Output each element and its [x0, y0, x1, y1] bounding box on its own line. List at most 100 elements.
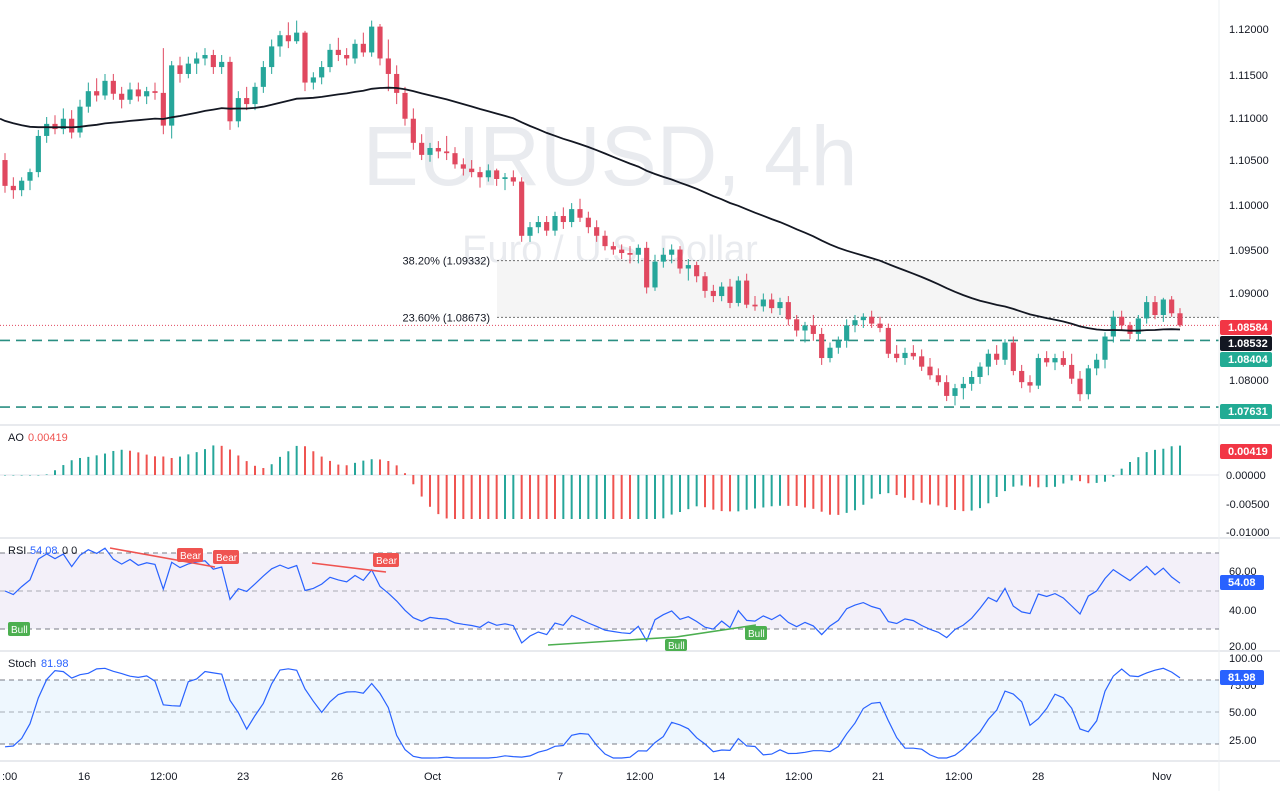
- candle-body: [1119, 316, 1125, 326]
- ao-bar: [620, 475, 623, 519]
- ao-bar: [895, 475, 898, 496]
- ao-bar: [462, 475, 465, 519]
- candle-body: [260, 67, 266, 87]
- candle-body: [835, 340, 841, 348]
- candle-body: [1027, 382, 1033, 386]
- time-tick: 21: [872, 771, 884, 783]
- ao-bar: [212, 445, 215, 475]
- candle-body: [244, 98, 250, 105]
- candle-body: [460, 164, 466, 169]
- candle-body: [519, 181, 525, 236]
- stoch-tick: 100.00: [1229, 653, 1263, 665]
- ao-bar: [912, 475, 915, 501]
- candle-body: [1052, 358, 1058, 363]
- candle-body: [677, 249, 683, 269]
- rsi-title: RSI: [8, 545, 26, 557]
- ao-bar: [254, 465, 256, 475]
- candle-body: [702, 276, 708, 291]
- ao-bar: [45, 474, 48, 475]
- candle-body: [560, 216, 566, 223]
- time-tick: 12:00: [945, 771, 973, 783]
- time-tick: :00: [2, 771, 17, 783]
- candle-body: [377, 26, 383, 59]
- ao-bar: [854, 475, 856, 511]
- ao-value: 0.00419: [28, 432, 68, 444]
- ao-bar: [54, 470, 56, 475]
- price-tick: 1.11500: [1229, 70, 1268, 82]
- candle-body: [569, 209, 575, 223]
- candle-body: [860, 316, 866, 321]
- ao-bar: [1004, 475, 1006, 492]
- time-tick: Oct: [424, 771, 441, 783]
- ao-bar: [979, 475, 981, 509]
- candle-body: [1010, 342, 1016, 371]
- ao-bar: [362, 460, 365, 475]
- rsi-bull-label: Bull: [665, 639, 687, 652]
- candle-body: [85, 91, 91, 107]
- candle-body: [935, 375, 941, 383]
- candle-body: [127, 89, 133, 100]
- candle-body: [844, 325, 850, 341]
- candle-body: [77, 106, 83, 133]
- ao-tag: 0.00419: [1228, 446, 1268, 458]
- stoch-tag: 81.98: [1228, 672, 1256, 684]
- ao-bar: [712, 475, 715, 510]
- stoch-tick: 50.00: [1229, 707, 1257, 719]
- candle-body: [219, 61, 225, 68]
- ao-bar: [1020, 475, 1023, 486]
- rsi-extra: 0 0: [62, 545, 77, 557]
- rsi-tick: 20.00: [1229, 641, 1257, 653]
- candle-body: [369, 26, 375, 53]
- candle-body: [1044, 358, 1050, 363]
- candle-body: [777, 302, 783, 309]
- ao-bar: [162, 456, 165, 475]
- ao-tick: -0.00500: [1226, 499, 1269, 511]
- candle-body: [727, 286, 733, 303]
- candle-body: [1094, 359, 1100, 369]
- ao-bar: [412, 475, 415, 485]
- ao-bar: [704, 475, 706, 508]
- candle-body: [944, 382, 950, 396]
- ao-bar: [195, 452, 198, 475]
- bull-label-text: Bull: [748, 629, 765, 640]
- time-tick: 26: [331, 771, 343, 783]
- ao-bar: [1162, 448, 1165, 475]
- ao-bar: [1079, 475, 1081, 482]
- ao-bar: [20, 475, 23, 476]
- candle-body: [527, 227, 533, 236]
- ao-bar: [1179, 445, 1181, 475]
- candle-body: [827, 347, 833, 359]
- ao-bar: [820, 475, 823, 512]
- ao-bar: [837, 475, 840, 515]
- price-tick: 1.12000: [1229, 24, 1269, 36]
- candle-body: [360, 43, 366, 53]
- ao-bar: [687, 475, 690, 510]
- ao-bar: [37, 475, 40, 476]
- rsi-tick: 40.00: [1229, 605, 1257, 617]
- candle-body: [852, 320, 858, 326]
- candle-body: [994, 353, 1000, 360]
- candle-body: [927, 366, 933, 376]
- candle-body: [1177, 313, 1183, 326]
- ao-bar: [645, 475, 648, 519]
- ao-bar: [1087, 475, 1090, 484]
- rsi-bear-divergence: [311, 562, 387, 573]
- rsi-bear-label: Bear: [213, 550, 239, 564]
- ao-bar: [187, 454, 190, 475]
- ao-bar: [962, 475, 965, 512]
- candle-body: [410, 118, 416, 143]
- candle-body: [135, 89, 141, 97]
- candle-body: [269, 46, 275, 68]
- ao-bar: [262, 468, 265, 475]
- bear-label-text: Bear: [216, 553, 238, 564]
- ao-bar: [1145, 452, 1148, 475]
- candle-body: [802, 325, 808, 331]
- ao-bar: [87, 456, 90, 475]
- candle-body: [1060, 358, 1066, 365]
- ao-bar: [179, 456, 181, 475]
- time-tick: 12:00: [150, 771, 178, 783]
- candle-body: [769, 299, 775, 309]
- candle-body: [277, 35, 283, 47]
